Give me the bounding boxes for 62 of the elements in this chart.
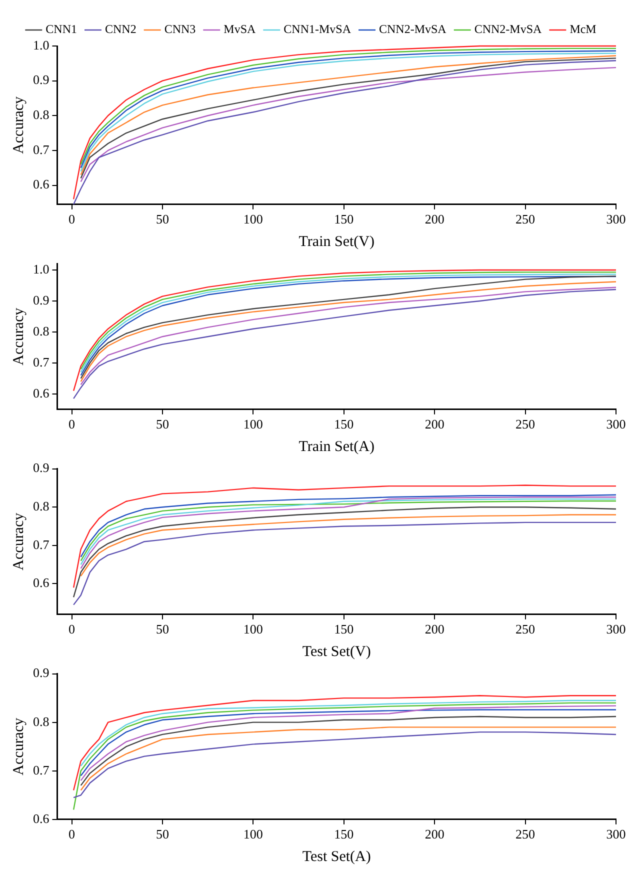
y-tick-label: 0.9 <box>33 292 50 308</box>
y-tick-label: 1.0 <box>33 261 50 276</box>
x-tick-label: 100 <box>243 212 263 227</box>
y-tick-label: 0.7 <box>33 354 50 370</box>
x-tick-label: 100 <box>243 416 263 432</box>
legend-label: CNN3 <box>164 22 196 36</box>
x-tick-label: 150 <box>334 826 354 842</box>
y-tick-label: 0.9 <box>33 460 50 476</box>
x-tick-label: 300 <box>606 622 626 637</box>
x-tick-label: 300 <box>606 212 626 227</box>
x-tick-label: 300 <box>606 416 626 432</box>
y-axis-title: Accuracy <box>10 512 27 570</box>
y-tick-label: 0.7 <box>33 142 50 157</box>
x-tick-label: 0 <box>68 622 76 637</box>
x-tick-label: 50 <box>156 212 169 227</box>
x-tick-label: 150 <box>334 622 354 637</box>
y-tick-label: 0.9 <box>33 665 50 680</box>
y-tick-label: 0.8 <box>33 323 50 338</box>
x-axis-title: Test Set(V) <box>302 644 371 660</box>
x-tick-label: 250 <box>516 212 536 227</box>
y-tick-label: 0.8 <box>33 498 50 514</box>
x-tick-label: 300 <box>606 826 626 842</box>
legend-label: McM <box>570 22 597 36</box>
legend-label: CNN1-MvSA <box>284 22 352 36</box>
y-tick-label: 0.8 <box>33 107 50 122</box>
x-tick-label: 0 <box>68 416 76 432</box>
y-axis-title: Accuracy <box>10 307 27 366</box>
x-tick-label: 200 <box>424 212 444 227</box>
x-axis-title: Test Set(A) <box>302 848 371 865</box>
x-tick-label: 200 <box>424 622 444 637</box>
x-tick-label: 50 <box>156 622 169 637</box>
x-axis-title: Train Set(V) <box>298 234 374 250</box>
x-tick-label: 150 <box>334 416 354 432</box>
legend-label: MvSA <box>224 22 256 36</box>
x-tick-label: 100 <box>243 622 263 637</box>
x-tick-label: 50 <box>156 826 169 842</box>
x-tick-label: 0 <box>68 826 76 842</box>
x-tick-label: 250 <box>516 622 536 637</box>
x-tick-label: 100 <box>243 826 263 842</box>
y-tick-label: 0.6 <box>33 575 50 590</box>
x-tick-label: 200 <box>424 826 444 842</box>
y-tick-label: 0.6 <box>33 810 50 826</box>
x-axis-title: Train Set(A) <box>298 438 374 455</box>
y-tick-label: 0.7 <box>33 762 50 778</box>
x-tick-label: 0 <box>68 212 76 227</box>
y-tick-label: 0.8 <box>33 714 50 729</box>
y-axis-title: Accuracy <box>10 717 27 776</box>
x-tick-label: 50 <box>156 416 169 432</box>
legend-label: CNN2 <box>104 22 136 36</box>
y-tick-label: 0.9 <box>33 72 50 88</box>
y-tick-label: 1.0 <box>33 37 50 52</box>
y-axis-title: Accuracy <box>10 96 27 154</box>
y-tick-label: 0.7 <box>33 536 50 552</box>
y-tick-label: 0.6 <box>33 385 50 400</box>
legend-label: CNN2-MvSA <box>474 22 542 36</box>
y-tick-label: 0.6 <box>33 176 50 192</box>
x-tick-label: 250 <box>516 416 536 432</box>
x-tick-label: 250 <box>516 826 536 842</box>
x-tick-label: 200 <box>424 416 444 432</box>
x-tick-label: 150 <box>334 212 354 227</box>
legend-label: CNN2-MvSA <box>379 22 447 36</box>
legend-label: CNN1 <box>46 22 77 36</box>
